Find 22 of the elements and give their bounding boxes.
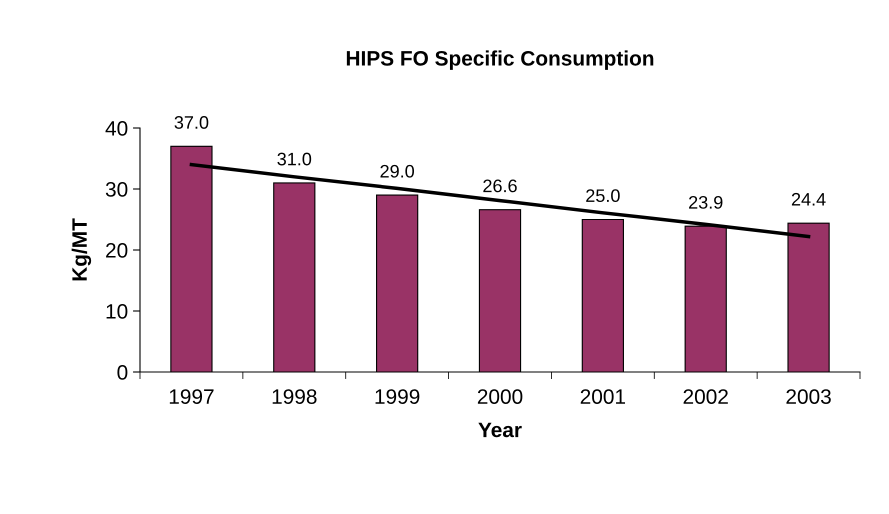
y-tick-label: 0 — [117, 365, 128, 380]
y-axis-title: Kg/MT — [72, 218, 92, 280]
x-tick-label: 2003 — [786, 389, 831, 404]
y-tick-label: 20 — [106, 243, 128, 258]
x-tick-label: 2001 — [580, 389, 626, 404]
y-tick-label: 10 — [106, 304, 128, 319]
y-tick-label: 30 — [106, 182, 128, 197]
x-tick-label: 1999 — [376, 389, 420, 404]
x-tick-label: 2000 — [478, 389, 522, 404]
y-tick-label: 40 — [106, 121, 128, 136]
data-label: 26.6 — [483, 179, 517, 192]
data-label: 31.0 — [277, 152, 312, 166]
data-label: 25.0 — [586, 189, 620, 202]
x-axis-title: Year — [478, 422, 522, 438]
chart-title: HIPS FO Specific Consumption — [346, 50, 654, 70]
x-tick-label: 1997 — [170, 389, 214, 404]
x-tick-label: 1998 — [272, 389, 317, 404]
x-tick-label: 2002 — [684, 389, 728, 404]
data-label: 29.0 — [380, 164, 414, 178]
data-label: 23.9 — [689, 196, 722, 209]
data-label: 24.4 — [792, 192, 826, 206]
data-label: 37.0 — [174, 116, 208, 129]
